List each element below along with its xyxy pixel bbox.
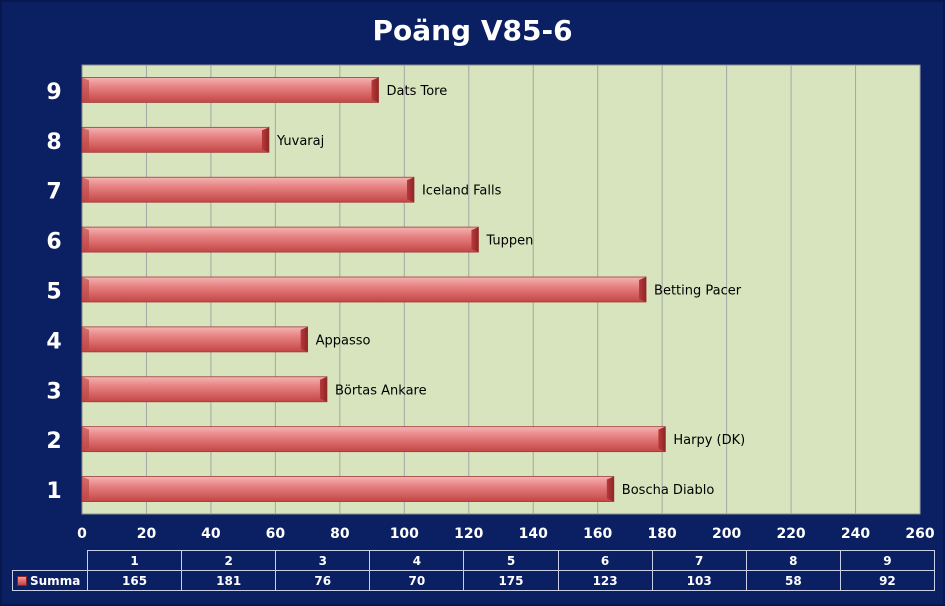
table-header-cell: 2 xyxy=(181,550,277,571)
y-tick-label: 9 xyxy=(46,80,61,105)
x-tick-label: 80 xyxy=(330,526,350,542)
bar-bevel xyxy=(82,227,89,253)
x-tick-label: 220 xyxy=(776,526,805,542)
y-tick-label: 5 xyxy=(46,280,61,305)
bar-cap xyxy=(261,127,269,153)
table-header-cell: 9 xyxy=(839,550,935,571)
table-header-cell: 7 xyxy=(651,550,747,571)
bar-label: Tuppen xyxy=(485,234,533,249)
x-tick-label: 100 xyxy=(390,526,419,542)
bar-cap xyxy=(471,227,479,253)
table-value-cell: 70 xyxy=(369,570,465,591)
bar-cap xyxy=(300,326,308,352)
chart-title: Poäng V85-6 xyxy=(372,14,573,47)
bar xyxy=(81,126,270,153)
bar xyxy=(81,326,309,353)
y-tick-label: 3 xyxy=(46,379,61,404)
x-tick-label: 200 xyxy=(712,526,741,542)
bar-bevel xyxy=(82,277,89,302)
table-series-name: Summa xyxy=(12,570,88,591)
bar xyxy=(81,226,479,253)
x-tick-label: 0 xyxy=(77,526,87,542)
bar-bevel xyxy=(82,326,89,352)
table-corner xyxy=(12,550,88,571)
table-header-cell: 8 xyxy=(745,550,841,571)
bar-label: Betting Pacer xyxy=(654,284,742,299)
x-tick-label: 60 xyxy=(266,526,286,542)
series-name: Summa xyxy=(30,573,81,588)
plot-area: Boscha Diablo Harpy (DK) Börtas Ankare Appa… xyxy=(46,64,935,542)
bar-bevel xyxy=(82,177,89,203)
bar-cap xyxy=(406,177,414,203)
x-tick-label: 260 xyxy=(905,526,934,542)
x-tick-label: 120 xyxy=(454,526,483,542)
bar-bevel xyxy=(82,426,89,452)
bar-bevel xyxy=(82,77,89,103)
bar-cap xyxy=(371,77,379,103)
x-tick-label: 160 xyxy=(583,526,612,542)
table-value-cell: 181 xyxy=(181,570,277,591)
table-header-cell: 3 xyxy=(275,550,371,571)
table-value-cell: 165 xyxy=(86,570,183,591)
bar-bevel xyxy=(82,376,89,402)
bar xyxy=(81,426,666,453)
data-table: 1 2 3 4 5 6 7 8 9 Summa 165 181 76 70 175 123 103 58 92 xyxy=(12,550,935,591)
bar-bevel xyxy=(82,127,89,153)
table-value-cell: 58 xyxy=(745,570,841,591)
y-tick-label: 6 xyxy=(46,230,61,255)
bar-label: Harpy (DK) xyxy=(673,433,745,448)
bar xyxy=(81,276,647,303)
bar-label: Yuvaraj xyxy=(276,134,324,149)
bar-cap xyxy=(639,277,647,302)
table-header-cell: 5 xyxy=(463,550,559,571)
y-tick-label: 4 xyxy=(46,329,61,354)
bar xyxy=(81,77,379,103)
table-value-cell: 123 xyxy=(557,570,653,591)
bar-label: Appasso xyxy=(316,333,371,348)
table-row: Summa 165 181 76 70 175 123 103 58 92 xyxy=(12,570,935,591)
y-tick-label: 8 xyxy=(46,130,61,155)
y-tick-label: 2 xyxy=(46,429,61,454)
legend-key-icon xyxy=(17,576,27,586)
bar-label: Boscha Diablo xyxy=(622,483,715,498)
bar-label: Iceland Falls xyxy=(422,184,502,199)
bar-label: Börtas Ankare xyxy=(335,383,427,398)
table-value-cell: 92 xyxy=(839,570,935,591)
table-value-cell: 76 xyxy=(275,570,371,591)
bar xyxy=(81,176,415,203)
bar-cap xyxy=(658,426,666,452)
table-header-cell: 4 xyxy=(369,550,465,571)
table-value-cell: 175 xyxy=(463,570,559,591)
table-header-cell: 1 xyxy=(86,550,183,571)
bar xyxy=(81,476,615,502)
y-tick-label: 1 xyxy=(46,479,61,504)
table-value-cell: 103 xyxy=(651,570,747,591)
x-tick-label: 180 xyxy=(648,526,677,542)
bar xyxy=(81,376,328,403)
x-tick-label: 240 xyxy=(841,526,870,542)
x-tick-label: 140 xyxy=(519,526,548,542)
bar-label: Dats Tore xyxy=(387,84,448,99)
bar-cap xyxy=(319,376,327,402)
y-tick-label: 7 xyxy=(46,180,61,205)
table-header-cell: 6 xyxy=(557,550,653,571)
x-tick-label: 20 xyxy=(137,526,157,542)
bar-bevel xyxy=(82,476,89,502)
bar-cap xyxy=(606,476,614,502)
x-tick-label: 40 xyxy=(201,526,221,542)
